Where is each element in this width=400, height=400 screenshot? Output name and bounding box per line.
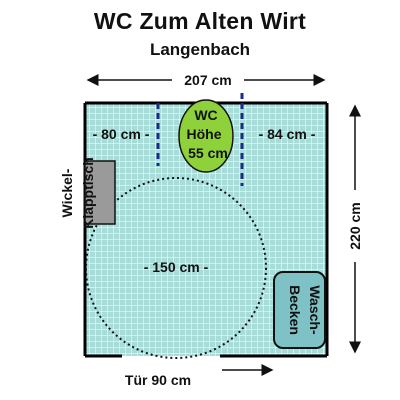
plan-subtitle: Langenbach	[149, 40, 251, 59]
left-gap-label: - 80 cm -	[93, 126, 150, 142]
width-label-bg	[172, 69, 244, 89]
changing-table-label-line1: Wickel-	[59, 168, 75, 217]
turning-circle-label: - 150 cm -	[144, 259, 209, 275]
wash-basin-label-line2: Becken	[287, 285, 303, 335]
right-gap-label: - 84 cm -	[259, 126, 316, 142]
grab-rails	[156, 93, 244, 186]
width-label: 207 cm	[184, 72, 231, 88]
wash-basin	[273, 271, 326, 349]
wc-height-label: Höhe	[187, 126, 222, 142]
wash-basin-label-line1: Wasch-	[307, 285, 323, 335]
door-label: Tür 90 cm	[125, 372, 191, 388]
height-label-bg	[344, 190, 366, 262]
changing-table-label-line2: Klapptisch	[80, 157, 96, 229]
turning-circle	[85, 177, 267, 359]
changing-table	[84, 160, 116, 225]
walls	[83, 101, 329, 358]
wc-label: WC	[194, 107, 217, 123]
wc-height-value: 55 cm	[188, 145, 228, 161]
plan-title: WC Zum Alten Wirt	[93, 8, 307, 34]
height-label: 220 cm	[347, 202, 363, 249]
wc-toilet	[178, 99, 234, 173]
